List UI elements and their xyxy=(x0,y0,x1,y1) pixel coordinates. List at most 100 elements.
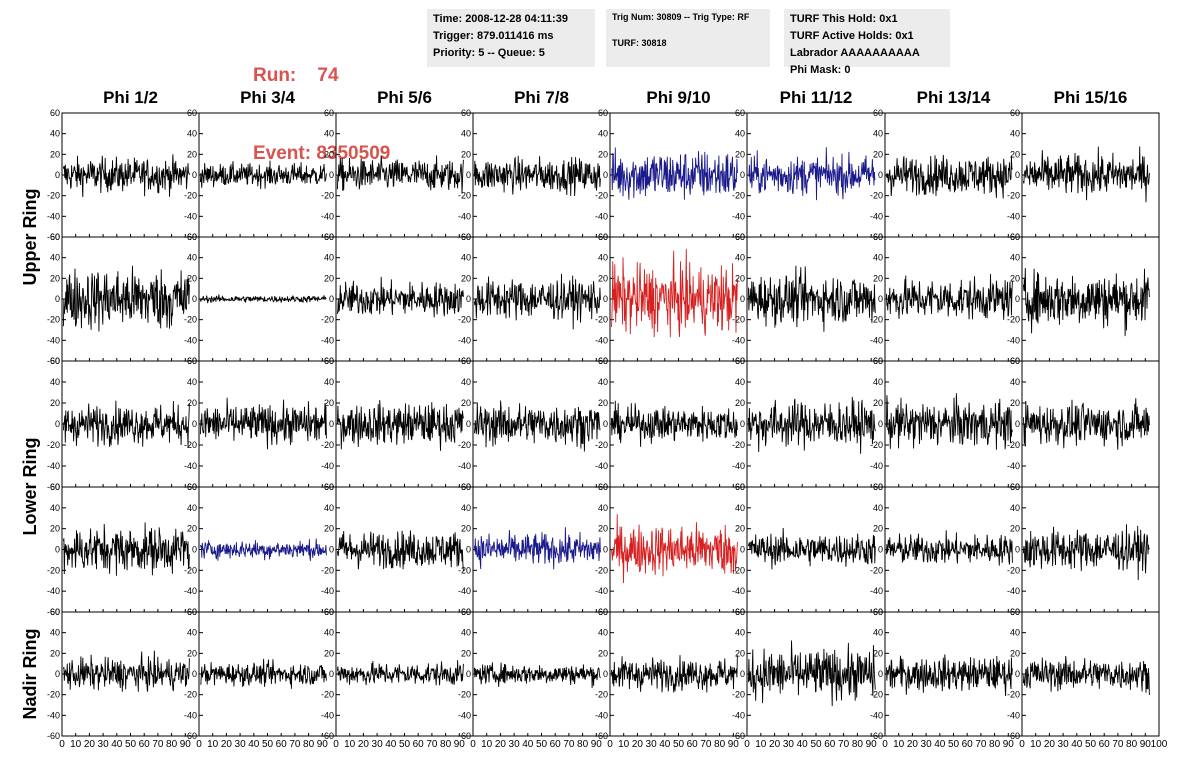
y-tick-label: 0 xyxy=(55,419,60,429)
y-tick-label: 20 xyxy=(735,524,745,534)
x-tick-label: 0 xyxy=(607,739,613,750)
y-tick-label: 60 xyxy=(324,482,334,492)
y-tick-label: 60 xyxy=(735,356,745,366)
waveform-trace xyxy=(62,650,190,692)
y-tick-label: -40 xyxy=(1007,211,1020,221)
y-tick-label: -40 xyxy=(184,211,197,221)
y-tick-label: -20 xyxy=(184,440,197,450)
waveform-trace xyxy=(611,147,738,200)
x-tick-label: 40 xyxy=(248,739,260,750)
y-tick-label: 0 xyxy=(1015,545,1020,555)
x-tick-label: 60 xyxy=(824,739,836,750)
y-tick-label: 20 xyxy=(324,149,334,159)
y-tick-label: -60 xyxy=(47,232,60,242)
run-label: Run: xyxy=(253,65,297,86)
y-tick-label: -20 xyxy=(458,315,471,325)
waveform-trace xyxy=(1022,398,1150,450)
y-tick-label: 0 xyxy=(329,170,334,180)
y-tick-label: 60 xyxy=(598,356,608,366)
waveform-trace xyxy=(62,522,190,576)
waveform-trace xyxy=(199,160,327,190)
y-tick-label: -20 xyxy=(595,440,608,450)
y-tick-label: 0 xyxy=(878,669,883,679)
y-tick-label: -20 xyxy=(595,565,608,575)
turf-line: TURF: 30818 xyxy=(612,38,667,48)
y-tick-label: 60 xyxy=(735,232,745,242)
x-tick-label: 80 xyxy=(1126,739,1138,750)
x-tick-label: 10 xyxy=(618,739,630,750)
y-tick-label: 20 xyxy=(735,273,745,283)
y-tick-label: 0 xyxy=(329,669,334,679)
y-tick-label: 0 xyxy=(1015,419,1020,429)
y-tick-label: 0 xyxy=(466,170,471,180)
y-tick-label: -40 xyxy=(47,461,60,471)
waveform-trace xyxy=(473,273,601,330)
x-tick-label: 60 xyxy=(1099,739,1111,750)
x-tick-label: 60 xyxy=(550,739,562,750)
x-tick-label: 10 xyxy=(70,739,82,750)
y-tick-label: -40 xyxy=(47,586,60,596)
x-tick-label: 70 xyxy=(152,739,164,750)
x-tick-label: 30 xyxy=(646,739,658,750)
y-tick-label: 40 xyxy=(324,129,334,139)
waveform-trace xyxy=(199,294,327,304)
x-tick-label: 10 xyxy=(207,739,219,750)
x-tick-label: 90 xyxy=(1140,739,1152,750)
y-tick-label: 40 xyxy=(461,129,471,139)
column-title: Phi 5/6 xyxy=(377,88,432,107)
y-tick-label: 20 xyxy=(461,149,471,159)
waveform-trace xyxy=(473,527,601,570)
x-tick-label: 70 xyxy=(426,739,438,750)
y-tick-label: 40 xyxy=(187,503,197,513)
waveform-trace xyxy=(336,530,464,572)
y-tick-label: 40 xyxy=(873,129,883,139)
x-tick-label: 80 xyxy=(166,739,178,750)
x-tick-label: 60 xyxy=(962,739,974,750)
waveform-trace xyxy=(610,514,738,584)
y-tick-label: -20 xyxy=(184,565,197,575)
x-tick-label: 60 xyxy=(687,739,699,750)
x-tick-label: 0 xyxy=(882,739,888,750)
x-tick-label: 20 xyxy=(84,739,96,750)
y-tick-label: -20 xyxy=(595,191,608,201)
y-tick-label: 20 xyxy=(461,273,471,283)
x-tick-label: 0 xyxy=(1019,739,1025,750)
y-tick-label: 60 xyxy=(187,232,197,242)
y-tick-label: 20 xyxy=(324,648,334,658)
x-tick-label: 10 xyxy=(344,739,356,750)
y-tick-label: 40 xyxy=(873,253,883,263)
y-tick-label: 20 xyxy=(187,398,197,408)
y-tick-label: 40 xyxy=(873,503,883,513)
x-tick-label: 30 xyxy=(509,739,521,750)
y-tick-label: -20 xyxy=(1007,315,1020,325)
x-tick-label: 80 xyxy=(577,739,589,750)
y-tick-label: -40 xyxy=(870,335,883,345)
y-tick-label: 60 xyxy=(461,482,471,492)
y-tick-label: 20 xyxy=(187,149,197,159)
y-tick-label: 20 xyxy=(598,273,608,283)
y-tick-label: 40 xyxy=(735,377,745,387)
y-tick-label: 0 xyxy=(878,545,883,555)
x-tick-label: 50 xyxy=(536,739,548,750)
waveform-trace xyxy=(885,393,1013,450)
y-tick-label: 20 xyxy=(735,398,745,408)
y-tick-label: 60 xyxy=(461,356,471,366)
y-tick-label: -60 xyxy=(870,731,883,741)
run-event-header: Run: 74 Event: 8350509 xyxy=(253,11,390,193)
y-tick-label: 40 xyxy=(50,503,60,513)
waveform-trace xyxy=(62,265,190,332)
y-tick-label: 0 xyxy=(466,669,471,679)
y-tick-label: 0 xyxy=(55,170,60,180)
y-tick-label: 60 xyxy=(461,607,471,617)
x-tick-label: 50 xyxy=(125,739,137,750)
priority-line: Priority: 5 -- Queue: 5 xyxy=(433,47,545,59)
x-tick-label: 70 xyxy=(838,739,850,750)
y-tick-label: -20 xyxy=(321,315,334,325)
waveform-trace xyxy=(747,265,876,332)
y-tick-label: 20 xyxy=(461,648,471,658)
y-tick-label: 60 xyxy=(1010,482,1020,492)
y-tick-label: -20 xyxy=(595,315,608,325)
y-tick-label: 0 xyxy=(740,419,745,429)
y-tick-label: -20 xyxy=(458,440,471,450)
y-tick-label: 40 xyxy=(50,129,60,139)
